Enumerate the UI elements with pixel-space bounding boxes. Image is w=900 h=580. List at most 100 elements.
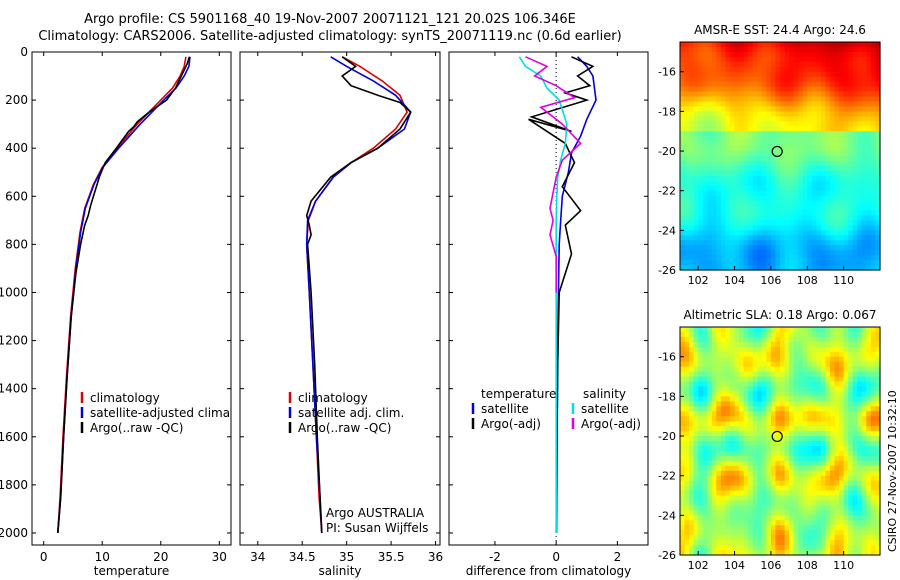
sst_map-cell (820, 42, 827, 48)
sst_map-xtick-label: 104 (724, 274, 745, 287)
sst_map-cell (834, 245, 840, 251)
sla_map-cell (852, 396, 858, 402)
sla_map-cell (852, 386, 858, 393)
sst_map-cell (720, 245, 727, 251)
sst_map-cell (725, 131, 731, 137)
sst_map-cell (743, 131, 749, 137)
sst_map-cell (802, 260, 808, 266)
sla_map-cell (752, 391, 758, 397)
sla_map-cell (761, 381, 767, 388)
sla_map-cell (766, 450, 772, 457)
sst_map-cell (875, 96, 881, 103)
sst_map-cell (734, 61, 740, 68)
sla_map-cell (757, 366, 763, 373)
sla_map-cell (807, 490, 813, 497)
sst_map-cell (861, 220, 867, 226)
sla_map-cell (720, 535, 727, 541)
sst_map-cell (789, 210, 795, 217)
sla_map-cell (716, 465, 722, 472)
sst_map-cell (830, 126, 836, 132)
sst_map-cell (793, 42, 799, 48)
sla_map-cell (680, 421, 686, 427)
sla_map-cell (852, 331, 858, 338)
sla_map-cell (857, 510, 863, 516)
sst_map-cell (802, 225, 808, 231)
sla_map-cell (757, 416, 763, 422)
sla_map-cell (866, 431, 872, 437)
sst_map-cell (743, 76, 749, 83)
sst_map-cell (798, 245, 804, 251)
sst_map-cell (748, 141, 754, 147)
sla_map-cell (702, 460, 708, 467)
sst_map-cell (730, 240, 736, 246)
sst_map-cell (752, 165, 758, 172)
sst_map-cell (702, 146, 708, 152)
sst_map-cell (807, 230, 813, 236)
sla_map-cell (757, 331, 763, 338)
sst_map-cell (761, 136, 767, 142)
sst_map-cell (852, 265, 858, 271)
sla_map-cell (725, 391, 731, 397)
sst_map-cell (793, 250, 799, 256)
sla_map-cell (748, 465, 754, 472)
sla_map-cell (830, 470, 836, 477)
sla_map-cell (780, 465, 786, 472)
sla_map-cell (743, 361, 749, 368)
sla_map-cell (793, 460, 799, 467)
sst_map-cell (852, 210, 858, 217)
sla_map-cell (793, 495, 799, 502)
sla_map-cell (825, 535, 831, 541)
sla_map-cell (739, 331, 745, 338)
sst_map-cell (834, 76, 840, 83)
sst_map-cell (757, 265, 763, 271)
sst_map-cell (730, 66, 736, 73)
sst_map-ytick-label: -16 (658, 66, 676, 79)
sst_map-cell (811, 131, 817, 137)
sla_map-cell (866, 356, 872, 363)
sst_map-cell (789, 175, 795, 182)
sst_map-cell (770, 175, 777, 182)
sla_map-cell (857, 416, 863, 422)
sla_map-cell (698, 436, 704, 442)
sst_map-cell (743, 81, 749, 88)
sst_map-cell (852, 185, 858, 192)
sst_map-cell (684, 160, 690, 167)
sla_map-cell (870, 356, 877, 363)
sla_map-cell (848, 485, 854, 492)
sla_map-cell (820, 475, 827, 482)
sla_map-cell (830, 530, 836, 536)
sla_map-cell (811, 361, 817, 368)
sst_map-cell (798, 205, 804, 212)
sla_map-cell (811, 327, 817, 333)
sst_map-cell (825, 76, 831, 83)
sst_map-cell (798, 131, 804, 137)
sst_map-float-marker (771, 145, 783, 158)
sla_map-cell (839, 421, 845, 427)
sst_map-cell (825, 42, 831, 48)
sla_map-cell (684, 520, 690, 526)
sla_map-cell (816, 336, 822, 343)
sst_map-cell (693, 185, 699, 192)
sst_map-cell (711, 61, 717, 68)
sst_map-cell (761, 46, 767, 53)
sla_map-cell (775, 545, 781, 551)
sst_map-cell (793, 116, 799, 122)
sla_map-cell (689, 485, 695, 492)
sst_map-cell (789, 51, 795, 58)
sla_map-cell (702, 550, 708, 556)
sla_map-cell (770, 510, 777, 516)
sla_map-cell (798, 495, 804, 502)
sst_map-cell (820, 156, 827, 162)
sla_map-cell (730, 416, 736, 422)
sst_map-cell (711, 42, 717, 48)
sst_map-cell (825, 235, 831, 241)
sla_map-cell (757, 431, 763, 437)
sst_map-cell (748, 146, 754, 152)
sst_map-cell (834, 126, 840, 132)
sst_map-cell (843, 111, 849, 117)
sla_map-cell (698, 475, 704, 482)
sst_map-cell (802, 245, 808, 251)
sla_map-cell (807, 371, 813, 378)
sla_map-cell (798, 401, 804, 407)
sla_map-cell (843, 386, 849, 393)
